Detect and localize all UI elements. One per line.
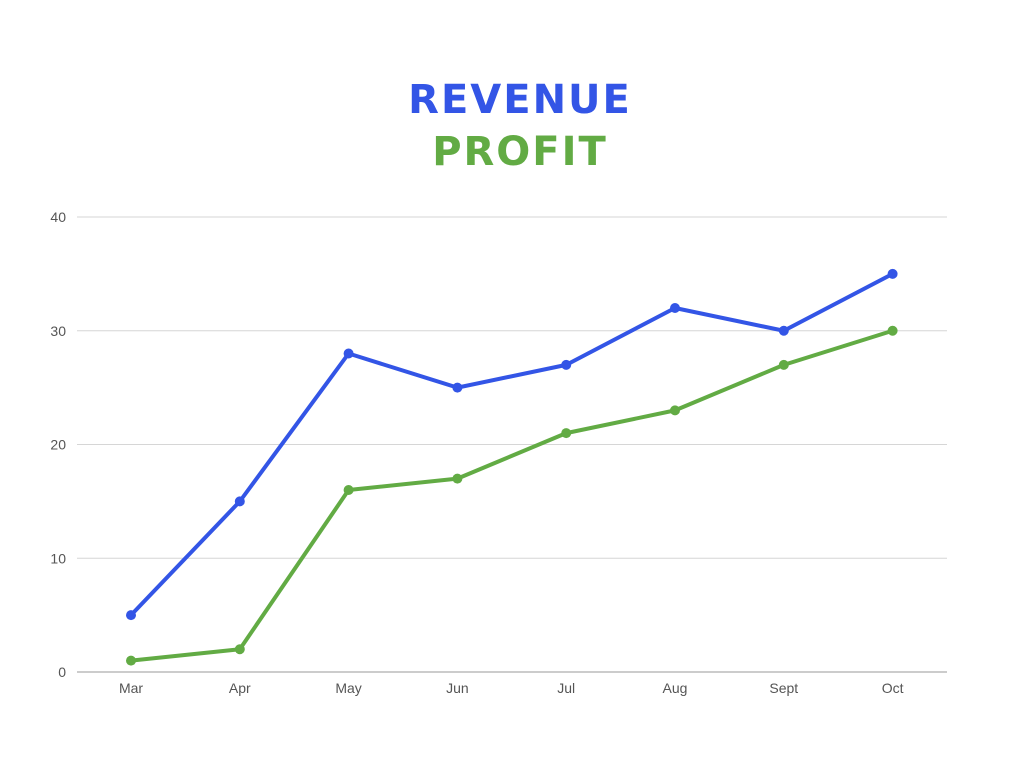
data-point-profit <box>126 655 136 666</box>
y-tick-label: 30 <box>50 323 66 339</box>
legend-item-profit: PROFIT <box>432 129 608 175</box>
x-tick-label: Apr <box>229 680 251 696</box>
data-point-profit <box>778 359 789 370</box>
x-tick-label: Mar <box>119 680 143 696</box>
series-line-profit <box>129 328 895 663</box>
x-tick-label: Aug <box>663 680 688 696</box>
data-point-profit <box>343 485 354 495</box>
grid-lines <box>77 216 947 673</box>
data-point-profit <box>670 405 680 416</box>
legend: REVENUE PROFIT <box>0 74 1024 178</box>
y-tick-label: 40 <box>50 209 66 225</box>
y-tick-label: 10 <box>50 550 66 566</box>
data-point-profit <box>234 644 245 655</box>
y-tick-label: 20 <box>50 437 66 453</box>
x-tick-label: Sept <box>769 680 798 696</box>
series-line-revenue <box>129 271 895 618</box>
x-axis-ticks: Mar Apr May Jun Jul Aug Sept Oct <box>119 680 904 696</box>
data-point-profit <box>887 325 898 336</box>
x-tick-label: Oct <box>882 680 904 696</box>
y-tick-label: 0 <box>58 664 66 680</box>
data-point-revenue <box>887 268 898 279</box>
data-point-revenue <box>778 325 789 336</box>
y-axis-ticks: 0 10 20 30 40 <box>50 209 66 680</box>
x-tick-label: May <box>335 680 361 696</box>
data-point-revenue <box>670 303 680 313</box>
data-point-revenue <box>234 496 245 507</box>
x-tick-label: Jun <box>446 680 469 696</box>
x-tick-label: Jul <box>557 680 575 696</box>
data-point-profit <box>561 428 572 439</box>
legend-item-revenue: REVENUE <box>408 77 632 123</box>
data-point-revenue <box>343 348 354 359</box>
series-points <box>126 268 898 666</box>
data-point-revenue <box>126 610 136 621</box>
data-point-revenue <box>561 359 572 370</box>
data-point-profit <box>452 473 463 484</box>
series-lines <box>129 271 895 663</box>
data-point-revenue <box>452 382 463 393</box>
